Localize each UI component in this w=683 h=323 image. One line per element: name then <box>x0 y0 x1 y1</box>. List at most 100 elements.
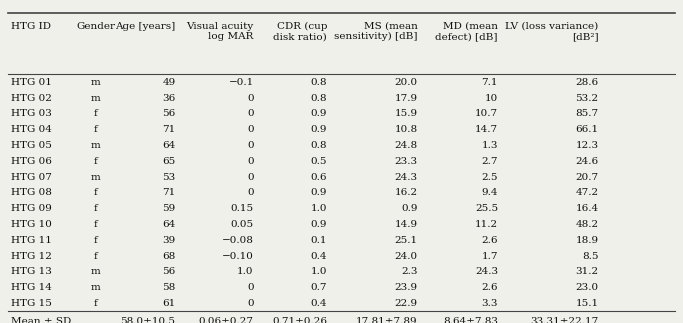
Text: 0.8: 0.8 <box>311 141 327 150</box>
Text: Age [years]: Age [years] <box>115 22 176 31</box>
Text: 23.3: 23.3 <box>395 157 418 166</box>
Text: 1.0: 1.0 <box>237 267 254 276</box>
Text: 0: 0 <box>247 283 254 292</box>
Text: Mean ± SD: Mean ± SD <box>11 317 71 323</box>
Text: 58.0±10.5: 58.0±10.5 <box>120 317 176 323</box>
Text: HTG 02: HTG 02 <box>11 94 52 103</box>
Text: 66.1: 66.1 <box>576 125 598 134</box>
Text: 47.2: 47.2 <box>576 188 598 197</box>
Text: 56: 56 <box>163 267 176 276</box>
Text: 0.9: 0.9 <box>311 220 327 229</box>
Text: Visual acuity
log MAR: Visual acuity log MAR <box>186 22 254 41</box>
Text: 15.1: 15.1 <box>576 299 598 308</box>
Text: f: f <box>94 188 98 197</box>
Text: 3.3: 3.3 <box>482 299 498 308</box>
Text: 20.0: 20.0 <box>395 78 418 87</box>
Text: 1.0: 1.0 <box>311 204 327 213</box>
Text: 0: 0 <box>247 188 254 197</box>
Text: 71: 71 <box>163 188 176 197</box>
Text: HTG 04: HTG 04 <box>11 125 52 134</box>
Text: 64: 64 <box>163 220 176 229</box>
Text: m: m <box>91 141 100 150</box>
Text: 2.3: 2.3 <box>401 267 418 276</box>
Text: HTG 03: HTG 03 <box>11 109 52 119</box>
Text: 24.8: 24.8 <box>395 141 418 150</box>
Text: 18.9: 18.9 <box>576 236 598 245</box>
Text: 0.8: 0.8 <box>311 94 327 103</box>
Text: 24.3: 24.3 <box>475 267 498 276</box>
Text: 8.5: 8.5 <box>582 252 598 261</box>
Text: m: m <box>91 172 100 182</box>
Text: m: m <box>91 78 100 87</box>
Text: HTG ID: HTG ID <box>11 22 51 31</box>
Text: f: f <box>94 220 98 229</box>
Text: HTG 14: HTG 14 <box>11 283 52 292</box>
Text: 68: 68 <box>163 252 176 261</box>
Text: 85.7: 85.7 <box>576 109 598 119</box>
Text: 10.7: 10.7 <box>475 109 498 119</box>
Text: 0.9: 0.9 <box>311 188 327 197</box>
Text: HTG 09: HTG 09 <box>11 204 52 213</box>
Text: 10.8: 10.8 <box>395 125 418 134</box>
Text: 28.6: 28.6 <box>576 78 598 87</box>
Text: 10: 10 <box>485 94 498 103</box>
Text: HTG 11: HTG 11 <box>11 236 52 245</box>
Text: 24.3: 24.3 <box>395 172 418 182</box>
Text: HTG 06: HTG 06 <box>11 157 52 166</box>
Text: 16.4: 16.4 <box>576 204 598 213</box>
Text: 16.2: 16.2 <box>395 188 418 197</box>
Text: MD (mean
defect) [dB]: MD (mean defect) [dB] <box>436 22 498 41</box>
Text: 25.1: 25.1 <box>395 236 418 245</box>
Text: HTG 07: HTG 07 <box>11 172 52 182</box>
Text: 23.9: 23.9 <box>395 283 418 292</box>
Text: 0.1: 0.1 <box>311 236 327 245</box>
Text: 48.2: 48.2 <box>576 220 598 229</box>
Text: HTG 10: HTG 10 <box>11 220 52 229</box>
Text: 0.15: 0.15 <box>231 204 254 213</box>
Text: 22.9: 22.9 <box>395 299 418 308</box>
Text: 0.5: 0.5 <box>311 157 327 166</box>
Text: 1.7: 1.7 <box>482 252 498 261</box>
Text: m: m <box>91 283 100 292</box>
Text: HTG 08: HTG 08 <box>11 188 52 197</box>
Text: 17.81±7.89: 17.81±7.89 <box>356 317 418 323</box>
Text: 0.7: 0.7 <box>311 283 327 292</box>
Text: HTG 01: HTG 01 <box>11 78 52 87</box>
Text: 8.64±7.83: 8.64±7.83 <box>443 317 498 323</box>
Text: 25.5: 25.5 <box>475 204 498 213</box>
Text: 1.0: 1.0 <box>311 267 327 276</box>
Text: 0.05: 0.05 <box>231 220 254 229</box>
Text: 15.9: 15.9 <box>395 109 418 119</box>
Text: 0.9: 0.9 <box>311 109 327 119</box>
Text: 31.2: 31.2 <box>576 267 598 276</box>
Text: 0: 0 <box>247 94 254 103</box>
Text: f: f <box>94 236 98 245</box>
Text: LV (loss variance)
[dB²]: LV (loss variance) [dB²] <box>505 22 598 41</box>
Text: 2.6: 2.6 <box>482 236 498 245</box>
Text: 23.0: 23.0 <box>576 283 598 292</box>
Text: 53.2: 53.2 <box>576 94 598 103</box>
Text: 0.4: 0.4 <box>311 252 327 261</box>
Text: −0.1: −0.1 <box>229 78 254 87</box>
Text: −0.10: −0.10 <box>222 252 254 261</box>
Text: 0: 0 <box>247 141 254 150</box>
Text: 14.9: 14.9 <box>395 220 418 229</box>
Text: HTG 05: HTG 05 <box>11 141 52 150</box>
Text: 0: 0 <box>247 299 254 308</box>
Text: 0: 0 <box>247 109 254 119</box>
Text: 20.7: 20.7 <box>576 172 598 182</box>
Text: 11.2: 11.2 <box>475 220 498 229</box>
Text: f: f <box>94 125 98 134</box>
Text: m: m <box>91 267 100 276</box>
Text: f: f <box>94 204 98 213</box>
Text: 24.0: 24.0 <box>395 252 418 261</box>
Text: m: m <box>91 94 100 103</box>
Text: CDR (cup
disk ratio): CDR (cup disk ratio) <box>273 22 327 41</box>
Text: f: f <box>94 252 98 261</box>
Text: HTG 15: HTG 15 <box>11 299 52 308</box>
Text: 24.6: 24.6 <box>576 157 598 166</box>
Text: MS (mean
sensitivity) [dB]: MS (mean sensitivity) [dB] <box>334 22 418 41</box>
Text: 2.5: 2.5 <box>482 172 498 182</box>
Text: 2.6: 2.6 <box>482 283 498 292</box>
Text: 65: 65 <box>163 157 176 166</box>
